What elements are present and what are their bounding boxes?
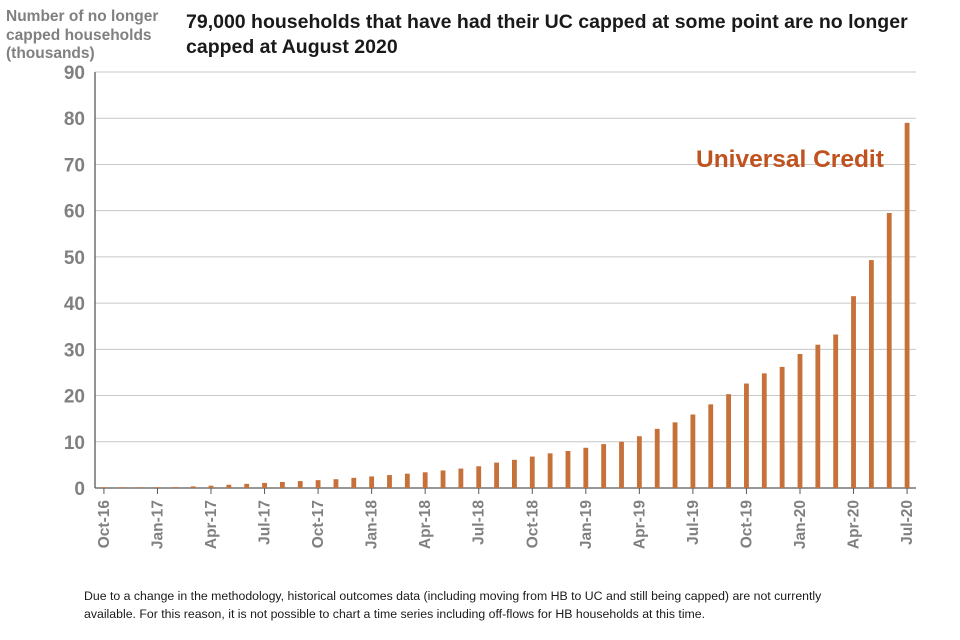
svg-text:50: 50 bbox=[64, 248, 85, 269]
svg-text:Jan-18: Jan-18 bbox=[364, 500, 381, 549]
svg-text:Oct-17: Oct-17 bbox=[310, 500, 327, 548]
svg-text:Apr-19: Apr-19 bbox=[631, 500, 648, 549]
svg-text:Jan-19: Jan-19 bbox=[578, 500, 595, 549]
svg-text:10: 10 bbox=[64, 433, 85, 454]
svg-text:Jul-20: Jul-20 bbox=[899, 500, 916, 545]
svg-text:Jul-19: Jul-19 bbox=[685, 500, 702, 545]
svg-text:Jul-17: Jul-17 bbox=[257, 500, 274, 545]
svg-text:30: 30 bbox=[64, 340, 85, 361]
svg-text:Apr-17: Apr-17 bbox=[203, 500, 220, 549]
svg-text:70: 70 bbox=[64, 155, 85, 176]
svg-text:Apr-20: Apr-20 bbox=[846, 500, 863, 549]
svg-text:Jan-20: Jan-20 bbox=[792, 500, 809, 549]
svg-text:Oct-19: Oct-19 bbox=[738, 500, 755, 549]
svg-text:Oct-18: Oct-18 bbox=[524, 500, 541, 549]
svg-text:80: 80 bbox=[64, 109, 85, 130]
svg-text:Oct-16: Oct-16 bbox=[96, 500, 113, 549]
svg-text:Apr-18: Apr-18 bbox=[417, 500, 434, 549]
svg-text:90: 90 bbox=[64, 63, 85, 84]
svg-text:Jul-18: Jul-18 bbox=[471, 500, 488, 545]
svg-text:20: 20 bbox=[64, 387, 85, 408]
svg-text:40: 40 bbox=[64, 294, 85, 315]
svg-text:Universal Credit: Universal Credit bbox=[696, 146, 884, 173]
svg-text:Jan-17: Jan-17 bbox=[149, 500, 166, 549]
svg-text:0: 0 bbox=[74, 479, 85, 500]
svg-text:60: 60 bbox=[64, 202, 85, 223]
